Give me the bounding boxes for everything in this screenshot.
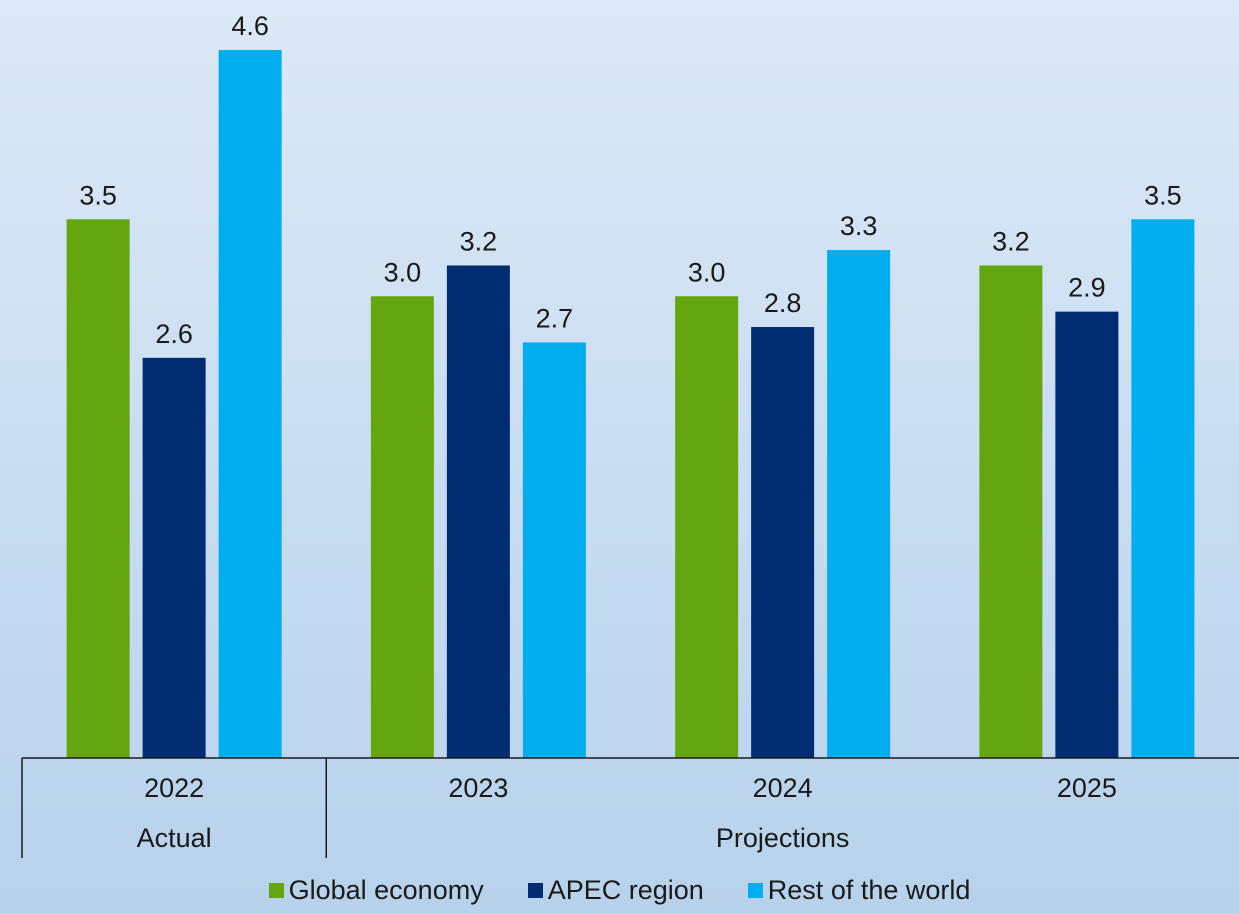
bar-rest-of-the-world-2025 xyxy=(1131,219,1195,759)
value-label-apec-region-2023: 3.2 xyxy=(460,226,498,256)
value-label-global-economy-2023: 3.0 xyxy=(384,257,422,287)
bar-apec-region-2025 xyxy=(1055,311,1119,758)
legend: Global economy APEC region Rest of the w… xyxy=(0,870,1239,910)
bar-rest-of-the-world-2024 xyxy=(827,250,891,758)
legend-item-apec-region: APEC region xyxy=(527,874,704,906)
bar-global-economy-2023 xyxy=(370,296,434,758)
bar-apec-region-2024 xyxy=(751,327,815,758)
group-label-actual: Actual xyxy=(137,823,212,853)
value-label-rest-of-the-world-2023: 2.7 xyxy=(536,303,574,333)
legend-item-global-economy: Global economy xyxy=(268,874,484,906)
bar-rest-of-the-world-2022 xyxy=(218,50,282,758)
bar-apec-region-2022 xyxy=(142,357,206,758)
value-label-rest-of-the-world-2022: 4.6 xyxy=(231,11,269,41)
x-tick-label-2024: 2024 xyxy=(753,773,813,803)
value-label-rest-of-the-world-2025: 3.5 xyxy=(1144,180,1182,210)
bar-global-economy-2022 xyxy=(66,219,130,759)
value-label-global-economy-2022: 3.5 xyxy=(79,180,117,210)
x-tick-label-2023: 2023 xyxy=(448,773,508,803)
value-label-apec-region-2022: 2.6 xyxy=(155,319,193,349)
value-label-apec-region-2025: 2.9 xyxy=(1068,273,1106,303)
value-label-rest-of-the-world-2024: 3.3 xyxy=(840,211,878,241)
bar-apec-region-2023 xyxy=(446,265,510,758)
x-tick-label-2022: 2022 xyxy=(144,773,204,803)
legend-label-apec-region: APEC region xyxy=(547,874,704,905)
legend-swatch-rest-of-the-world xyxy=(747,882,763,898)
value-label-global-economy-2024: 3.0 xyxy=(688,257,726,287)
value-label-apec-region-2024: 2.8 xyxy=(764,288,802,318)
x-tick-label-2025: 2025 xyxy=(1057,773,1117,803)
legend-swatch-apec-region xyxy=(527,882,543,898)
group-label-projections: Projections xyxy=(716,823,850,853)
legend-label-rest-of-the-world: Rest of the world xyxy=(767,874,971,905)
bar-global-economy-2024 xyxy=(675,296,739,758)
legend-item-rest-of-the-world: Rest of the world xyxy=(747,874,971,906)
value-label-global-economy-2025: 3.2 xyxy=(992,226,1030,256)
bar-rest-of-the-world-2023 xyxy=(522,342,586,758)
legend-swatch-global-economy xyxy=(268,882,284,898)
legend-label-global-economy: Global economy xyxy=(288,874,484,905)
bar-global-economy-2025 xyxy=(979,265,1043,758)
